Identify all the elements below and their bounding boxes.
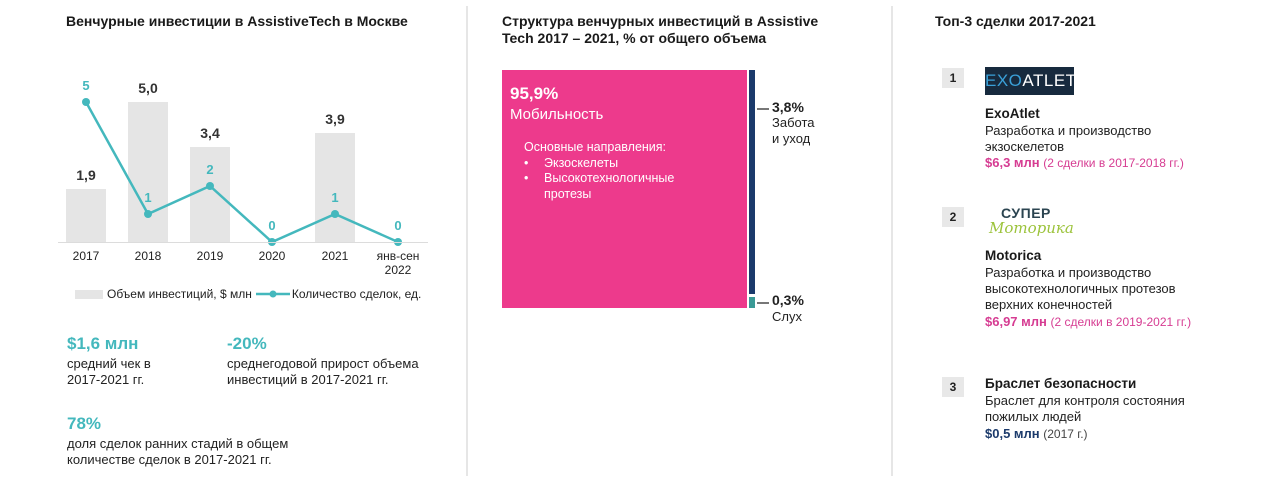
right-panel-title: Топ-3 сделки 2017-2021 [935,13,1096,29]
segment-hearing-bar [749,297,755,308]
investment-bar-label: 1,9 [76,166,96,183]
investment-bar [128,102,168,242]
deal-rank-1: 1 [942,68,964,88]
segment-care-pct: 3,8% [772,99,804,115]
segment-mobility-pct: 95,9% [510,84,559,103]
exoatlet-logo: EXOATLET [985,67,1076,95]
investment-bar [315,132,355,242]
deal-rank-3: 3 [942,377,964,397]
kpi-growth-value: -20% [227,334,267,353]
deal-name-1: ExoAtlet [985,106,1040,121]
x-axis-label: янв-сен 2022 [376,249,420,277]
investment-bar-label: 5,0 [138,80,158,96]
segment-care-bar [749,70,755,294]
segment-care-name: Забота и уход [772,115,815,146]
deal-desc-2: Разработка и производство высокотехнологи… [985,265,1176,312]
divider-right [891,6,893,476]
kpi-early-stage-value: 78% [67,414,102,433]
deal-count-label: 1 [331,190,339,205]
legend-line-swatch [255,290,290,298]
direction-item: Экзоскелеты [524,156,674,172]
deal-count-label: 0 [268,218,276,233]
deal-amount-3: $0,5 млн (2017 г.) [985,426,1088,441]
x-axis-label: 2017 [72,249,100,263]
kpi-growth-text: среднегодовой прирост объема инвестиций в… [227,356,419,387]
motorica-logo: СУПЕР Моторика [989,205,1074,237]
deal-name-2: Motorica [985,248,1042,263]
legend-bars-label: Объем инвестиций, $ млн [107,287,252,301]
investment-bar [66,188,106,242]
chart-legend: Объем инвестиций, $ млн Количество сдело… [75,287,421,301]
kpi-avg-check-value: $1,6 млн [67,334,139,353]
investment-bar-label: 3,4 [200,124,220,141]
legend-line-label: Количество сделок, ед. [291,287,422,301]
deal-count-label: 0 [394,218,402,233]
segment-mobility-name: Мобильность [510,106,604,123]
divider-left [466,6,468,476]
deal-count-label: 1 [144,190,152,205]
deal-rank-2: 2 [942,207,964,227]
x-axis-label: 2019 [196,249,224,263]
x-axis-label: 2018 [134,249,162,263]
deals-count-line [82,98,402,246]
deal-amount-2: $6,97 млн (2 сделки в 2019-2021 гг.) [985,314,1192,329]
hearing-connector [757,302,769,304]
kpi-avg-check-text: средний чек в 2017-2021 гг. [67,356,151,387]
left-panel-title: Венчурные инвестиции в AssistiveTech в М… [66,13,408,29]
deal-count-label: 2 [206,162,214,177]
x-axis-line [58,242,428,243]
care-connector [757,108,769,110]
segment-mobility: 95,9% Мобильность Основные направления: … [502,70,747,308]
middle-panel-title: Структура венчурных инвестиций в Assisti… [502,13,819,46]
deal-count-label: 5 [82,78,90,93]
segment-hearing-pct: 0,3% [772,292,804,308]
directions-list: Основные направления: Экзоскелеты Высоко… [524,140,674,202]
x-axis-label: 2021 [321,249,349,263]
deal-desc-1: Разработка и производство экзоскелетов [985,123,1152,154]
investment-bar [190,146,230,242]
investment-bar-label: 3,9 [325,110,345,127]
deal-desc-3: Браслет для контроля состояния пожилых лю… [985,393,1185,424]
deal-amount-1: $6,3 млн (2 сделки в 2017-2018 гг.) [985,155,1184,170]
kpi-early-stage-text: доля сделок ранних стадий в общем количес… [67,436,289,467]
x-axis-label: 2020 [258,249,286,263]
segment-hearing-name: Слух [772,309,802,324]
deal-name-3: Браслет безопасности [985,376,1137,391]
legend-bar-swatch [75,289,103,299]
